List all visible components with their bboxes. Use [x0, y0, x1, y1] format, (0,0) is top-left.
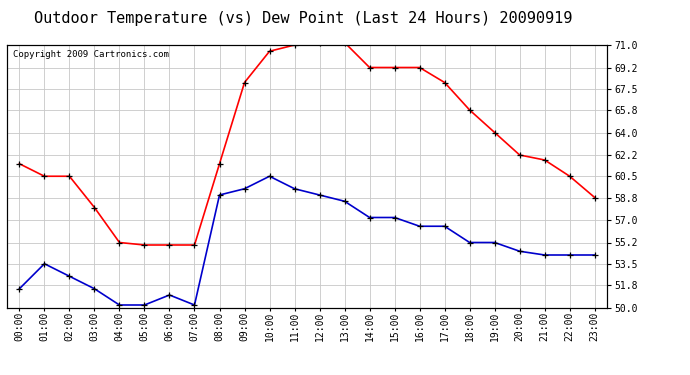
Text: Outdoor Temperature (vs) Dew Point (Last 24 Hours) 20090919: Outdoor Temperature (vs) Dew Point (Last…: [34, 11, 573, 26]
Text: Copyright 2009 Cartronics.com: Copyright 2009 Cartronics.com: [13, 50, 169, 59]
